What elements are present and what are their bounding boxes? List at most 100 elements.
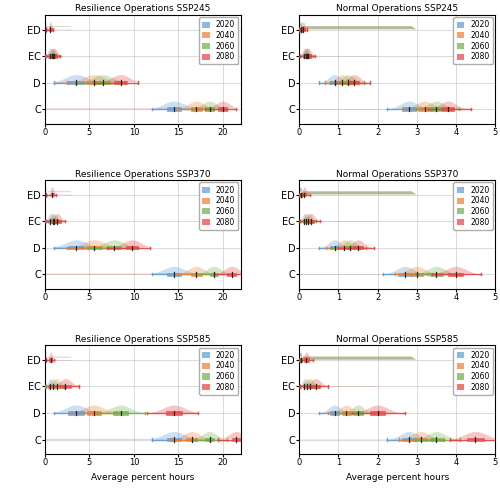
Bar [430, 107, 442, 111]
Bar [210, 273, 218, 276]
Bar [49, 28, 51, 31]
Bar [305, 54, 310, 58]
Bar [50, 54, 56, 58]
Bar [126, 246, 138, 250]
Bar [330, 411, 340, 415]
Bar [300, 28, 302, 31]
X-axis label: Average percent hours: Average percent hours [346, 473, 449, 482]
Bar [303, 385, 306, 388]
Bar [300, 28, 302, 31]
Bar [50, 54, 54, 58]
X-axis label: Average percent hours: Average percent hours [91, 473, 194, 482]
Bar [300, 358, 302, 362]
Bar [87, 411, 101, 415]
Bar [300, 193, 302, 196]
Bar [300, 358, 302, 362]
Bar [48, 385, 52, 388]
Bar [232, 438, 240, 441]
Bar [205, 107, 214, 111]
Bar [430, 273, 443, 276]
Bar [350, 81, 359, 84]
Bar [305, 385, 310, 388]
Bar [114, 81, 127, 84]
Title: Resilience Operations SSP585: Resilience Operations SSP585 [75, 335, 210, 344]
Title: Resilience Operations SSP370: Resilience Operations SSP370 [75, 170, 210, 179]
Title: Resilience Operations SSP245: Resilience Operations SSP245 [75, 4, 210, 13]
Legend: 2020, 2040, 2060, 2080: 2020, 2040, 2060, 2080 [454, 348, 492, 395]
Bar [304, 358, 308, 362]
Legend: 2020, 2040, 2060, 2080: 2020, 2040, 2060, 2080 [199, 183, 238, 230]
Bar [342, 411, 351, 415]
Bar [430, 438, 443, 441]
Legend: 2020, 2040, 2060, 2080: 2020, 2040, 2060, 2080 [454, 17, 492, 64]
Bar [410, 273, 424, 276]
Bar [68, 81, 84, 84]
Bar [307, 385, 314, 388]
Bar [191, 273, 202, 276]
Bar [304, 54, 308, 58]
Bar [205, 438, 214, 441]
Bar [302, 28, 305, 31]
Title: Normal Operations SSP245: Normal Operations SSP245 [336, 4, 458, 13]
Bar [448, 273, 464, 276]
Bar [467, 438, 484, 441]
Bar [306, 220, 310, 223]
Bar [86, 81, 102, 84]
Bar [303, 220, 306, 223]
Bar [186, 438, 197, 441]
Bar [346, 246, 355, 250]
Bar [52, 54, 57, 58]
Bar [304, 220, 308, 223]
Bar [50, 220, 55, 223]
Bar [402, 107, 415, 111]
Bar [52, 220, 57, 223]
Bar [344, 81, 353, 84]
Bar [442, 107, 454, 111]
Legend: 2020, 2040, 2060, 2080: 2020, 2040, 2060, 2080 [454, 183, 492, 230]
Bar [51, 385, 56, 388]
Bar [167, 438, 181, 441]
Bar [60, 385, 71, 388]
Bar [303, 54, 306, 58]
Bar [311, 385, 320, 388]
Bar [167, 107, 181, 111]
Bar [48, 54, 52, 58]
Bar [330, 246, 340, 250]
Legend: 2020, 2040, 2060, 2080: 2020, 2040, 2060, 2080 [199, 348, 238, 395]
Bar [166, 411, 182, 415]
Bar [167, 273, 181, 276]
Bar [300, 28, 302, 31]
Bar [68, 411, 84, 415]
Bar [402, 438, 415, 441]
Bar [114, 411, 128, 415]
Bar [300, 358, 302, 362]
Bar [50, 193, 53, 196]
Bar [370, 411, 385, 415]
Bar [96, 81, 110, 84]
Bar [414, 438, 428, 441]
Bar [54, 385, 60, 388]
Bar [330, 81, 340, 84]
Bar [68, 246, 84, 250]
Bar [308, 220, 314, 223]
Title: Normal Operations SSP585: Normal Operations SSP585 [336, 335, 458, 344]
Bar [48, 220, 52, 223]
Bar [218, 107, 228, 111]
Bar [54, 220, 60, 223]
Bar [300, 193, 302, 196]
Bar [340, 246, 349, 250]
Bar [302, 193, 306, 196]
Bar [354, 411, 362, 415]
Legend: 2020, 2040, 2060, 2080: 2020, 2040, 2060, 2080 [199, 17, 238, 64]
Bar [191, 107, 202, 111]
Bar [418, 107, 431, 111]
Bar [398, 273, 411, 276]
Bar [304, 54, 309, 58]
Bar [300, 193, 302, 196]
Bar [228, 273, 236, 276]
Bar [338, 81, 347, 84]
Bar [354, 246, 362, 250]
Bar [108, 246, 122, 250]
Bar [86, 246, 102, 250]
Title: Normal Operations SSP370: Normal Operations SSP370 [336, 170, 458, 179]
